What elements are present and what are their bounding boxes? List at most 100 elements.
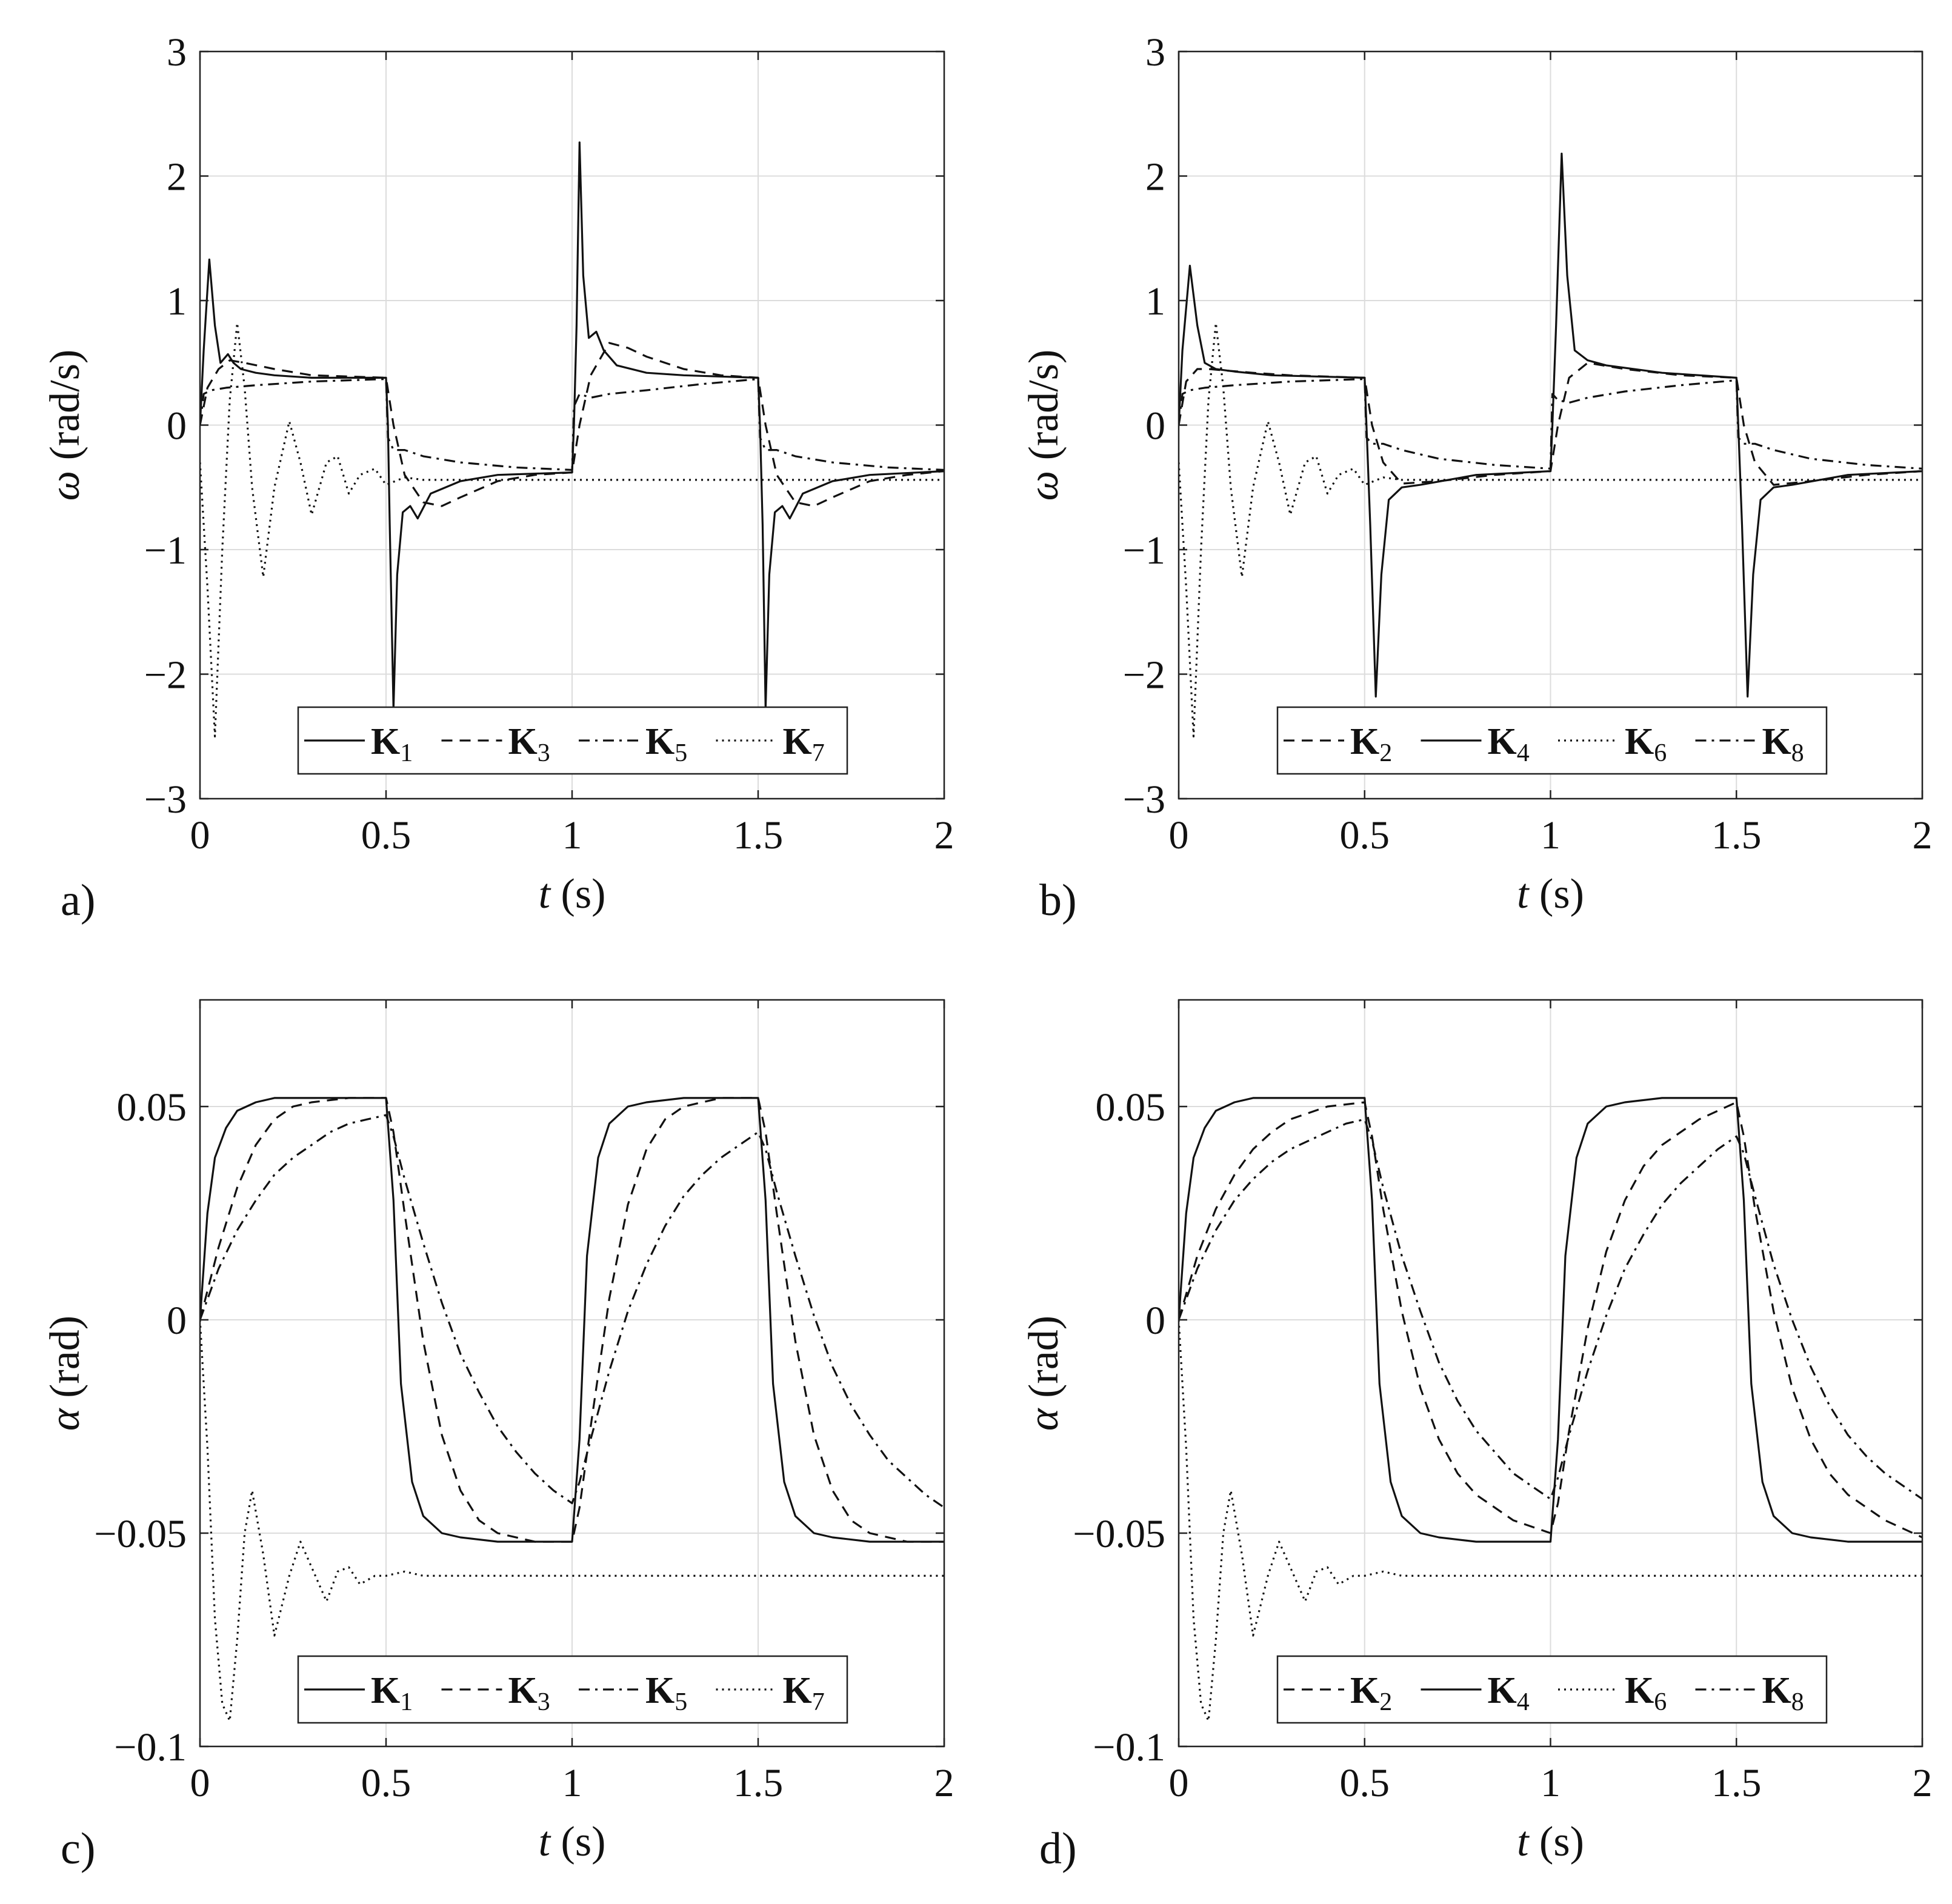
x-tick-label: 1.5: [1711, 813, 1762, 857]
y-tick-label: 3: [167, 30, 187, 75]
y-axis-label: ω (rad/s): [42, 350, 88, 501]
legend-box: [1276, 1655, 1828, 1724]
panel-label: a): [61, 876, 96, 925]
x-axis-label: t (s): [1517, 1819, 1584, 1865]
x-tick-label: 0.5: [1340, 1761, 1390, 1805]
y-axis-unit: (rad): [1021, 1316, 1067, 1409]
x-tick-label: 1: [1541, 813, 1561, 857]
x-axis-unit: (s): [1529, 871, 1584, 917]
y-tick-label: −0.1: [1093, 1725, 1165, 1769]
legend-label-K4: K4: [1488, 1670, 1530, 1716]
x-axis-var: t: [539, 871, 551, 917]
legend-label-K8: K8: [1762, 1670, 1804, 1716]
x-tick-label: 0.5: [361, 813, 411, 857]
x-axis-unit: (s): [550, 871, 605, 917]
legend-label-K2: K2: [1350, 721, 1392, 767]
series-K8-line: [1179, 1118, 1922, 1500]
y-tick-label: −3: [1123, 777, 1165, 822]
legend-label-K4: K4: [1488, 721, 1530, 767]
y-tick-label: −2: [144, 653, 187, 697]
legend-label-K1: K1: [371, 1670, 413, 1716]
series-K1-line: [200, 1097, 944, 1543]
x-tick-label: 1.5: [733, 813, 784, 857]
series-K5-line: [200, 378, 944, 471]
y-tick-label: −0.05: [94, 1512, 187, 1556]
y-tick-label: −1: [1123, 528, 1165, 573]
y-tick-label: 0.05: [117, 1085, 187, 1130]
y-tick-label: −2: [1123, 653, 1165, 697]
y-axis-var: α: [1021, 1408, 1067, 1431]
legend-label-K6: K6: [1625, 1670, 1667, 1716]
legend-box: [297, 706, 848, 775]
legend-label-K8: K8: [1762, 721, 1804, 767]
x-tick-label: 2: [1913, 1761, 1933, 1805]
y-axis-label: ω (rad/s): [1021, 350, 1067, 501]
y-axis-unit: (rad): [42, 1316, 88, 1409]
series-K4-line: [1179, 1097, 1922, 1543]
y-tick-label: 0: [1145, 404, 1165, 448]
panel-label: c): [61, 1824, 96, 1874]
x-tick-label: 0: [190, 813, 210, 857]
legend-box: [1276, 706, 1828, 775]
y-tick-label: 3: [1145, 30, 1165, 75]
y-tick-label: −0.1: [114, 1725, 187, 1769]
x-axis-label: t (s): [539, 871, 606, 917]
legend-label-K3: K3: [508, 721, 550, 767]
x-axis-unit: (s): [1529, 1819, 1584, 1865]
x-tick-label: 0: [1169, 1761, 1189, 1805]
y-tick-label: −0.05: [1073, 1512, 1165, 1556]
legend-label-K2: K2: [1350, 1670, 1392, 1716]
y-tick-label: −1: [144, 528, 187, 573]
legend-label-K7: K7: [783, 721, 825, 767]
x-axis-label: t (s): [539, 1819, 606, 1865]
legend-box: [297, 1655, 848, 1724]
series-K2-line: [1179, 1101, 1922, 1539]
y-axis-unit: (rad/s): [42, 350, 88, 471]
x-tick-label: 0.5: [361, 1761, 411, 1805]
x-axis-var: t: [539, 1819, 551, 1865]
y-tick-label: 0: [167, 1299, 187, 1343]
x-axis-unit: (s): [550, 1819, 605, 1865]
y-axis-var: ω: [42, 471, 88, 501]
x-tick-label: 0: [190, 1761, 210, 1805]
y-axis-label: α (rad): [42, 1316, 88, 1431]
y-tick-label: 1: [1145, 279, 1165, 324]
x-axis-label: t (s): [1517, 871, 1584, 917]
y-axis-label: α (rad): [1021, 1316, 1067, 1431]
y-tick-label: 0: [167, 404, 187, 448]
legend: K1 K3 K5 K7: [297, 706, 848, 775]
x-tick-label: 0.5: [1340, 813, 1390, 857]
x-tick-label: 0: [1169, 813, 1189, 857]
y-tick-label: 1: [167, 279, 187, 324]
y-axis-var: α: [42, 1408, 88, 1431]
legend-label-K1: K1: [371, 721, 413, 767]
panel-label: d): [1039, 1824, 1077, 1874]
y-tick-label: 0.05: [1096, 1085, 1166, 1130]
legend: K1 K3 K5 K7: [297, 1655, 848, 1724]
x-tick-label: 1: [562, 1761, 582, 1805]
series-K5-line: [200, 1114, 944, 1509]
y-tick-label: 2: [1145, 155, 1165, 199]
y-tick-label: 2: [167, 155, 187, 199]
legend: K2 K4 K6 K8: [1276, 1655, 1828, 1724]
legend-label-K5: K5: [645, 721, 687, 767]
legend-label-K7: K7: [783, 1670, 825, 1716]
x-axis-var: t: [1517, 871, 1530, 917]
series-K4-line: [1179, 152, 1922, 698]
panel-label: b): [1039, 876, 1077, 925]
series-K6-line: [1179, 322, 1922, 737]
legend-label-K3: K3: [508, 1670, 550, 1716]
x-tick-label: 1: [1541, 1761, 1561, 1805]
series-K3-line: [200, 342, 944, 507]
legend-label-K5: K5: [645, 1670, 687, 1716]
x-tick-label: 2: [1913, 813, 1933, 857]
series-K7-line: [200, 322, 944, 737]
x-tick-label: 1.5: [733, 1761, 784, 1805]
y-tick-label: −3: [144, 777, 187, 822]
